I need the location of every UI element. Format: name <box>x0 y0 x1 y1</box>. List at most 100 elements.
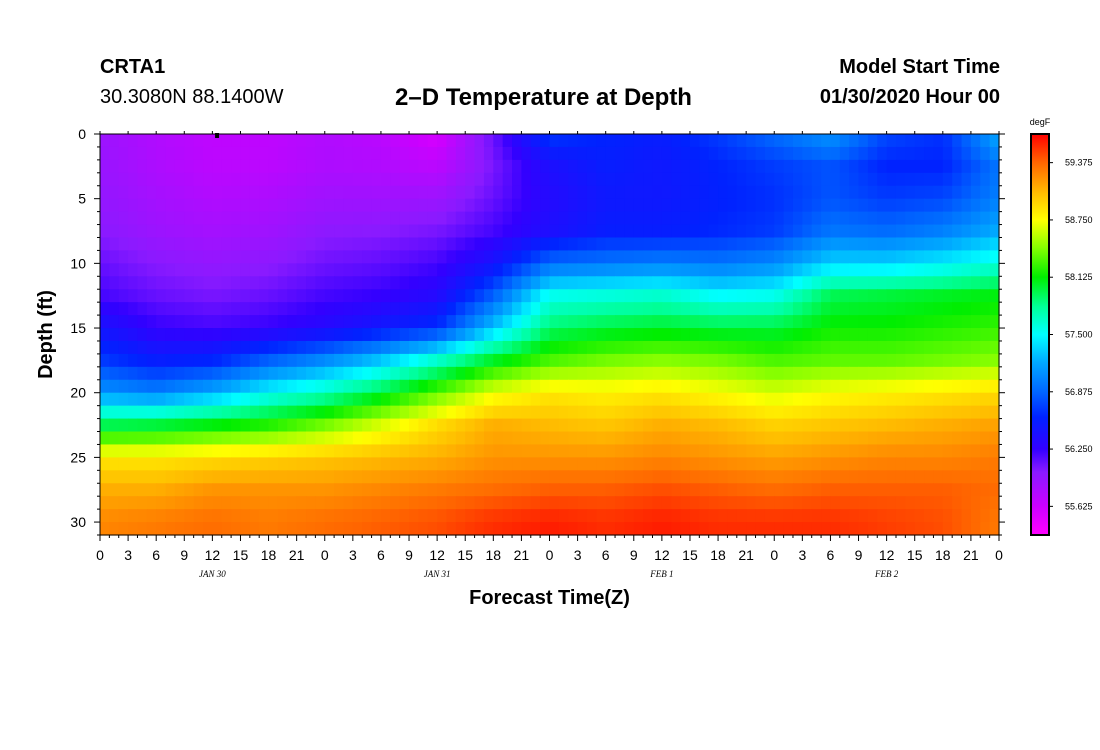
heatmap-cell <box>933 418 944 433</box>
heatmap-cell <box>212 198 223 213</box>
heatmap-cell <box>895 289 906 303</box>
heatmap-cell <box>886 340 897 355</box>
heatmap-cell <box>530 250 541 264</box>
heatmap-cell <box>895 302 906 316</box>
heatmap-cell <box>970 340 981 355</box>
heatmap-cell <box>156 302 167 316</box>
heatmap-cell <box>512 470 522 484</box>
heatmap-cell <box>764 379 775 394</box>
heatmap-cell <box>446 224 457 239</box>
heatmap-cell <box>259 302 270 316</box>
heatmap-cell <box>821 470 832 484</box>
heatmap-cell <box>474 159 485 174</box>
heatmap-cell <box>830 496 841 510</box>
heatmap-cell <box>989 509 1000 523</box>
heatmap-cell <box>633 198 644 213</box>
heatmap-cell <box>306 315 316 329</box>
heatmap-cell <box>249 392 260 407</box>
heatmap-cell <box>240 431 251 446</box>
heatmap-cell <box>970 509 981 523</box>
heatmap-cell <box>362 302 373 316</box>
heatmap-cell <box>128 276 139 290</box>
heatmap-cell <box>324 496 335 510</box>
heatmap-cell <box>736 392 747 407</box>
heatmap-cell <box>221 366 232 381</box>
heatmap-cell <box>792 237 803 252</box>
heatmap-cell <box>811 444 822 458</box>
heatmap-cell <box>802 418 813 433</box>
heatmap-cell <box>746 198 757 213</box>
heatmap-cell <box>306 366 316 381</box>
heatmap-cell <box>315 328 326 342</box>
heatmap-cell <box>802 328 813 342</box>
heatmap-cell <box>774 418 785 433</box>
heatmap-cell <box>624 198 635 213</box>
heatmap-cell <box>586 483 597 497</box>
heatmap-cell <box>128 146 139 161</box>
heatmap-cell <box>521 405 532 420</box>
heatmap-cell <box>942 379 953 394</box>
heatmap-cell <box>689 483 700 497</box>
heatmap-cell <box>362 366 373 381</box>
heatmap-cell <box>633 172 644 187</box>
heatmap-cell <box>315 250 326 264</box>
heatmap-cell <box>437 379 448 394</box>
heatmap-cell <box>849 496 860 510</box>
heatmap-cell <box>830 340 841 355</box>
heatmap-cell <box>961 263 972 277</box>
heatmap-cell <box>933 509 944 523</box>
heatmap-cell <box>287 328 298 342</box>
heatmap-cell <box>399 198 410 213</box>
heatmap-cell <box>128 198 139 213</box>
heatmap-cell <box>624 146 635 161</box>
heatmap-cell <box>100 470 110 484</box>
heatmap-cell <box>586 509 597 523</box>
heatmap-cell <box>689 263 700 277</box>
heatmap-cell <box>877 379 888 394</box>
heatmap-cell <box>165 483 176 497</box>
heatmap-cell <box>624 483 635 497</box>
heatmap-cell <box>343 315 354 329</box>
heatmap-cell <box>615 224 626 239</box>
heatmap-cell <box>624 444 635 458</box>
heatmap-cell <box>774 366 785 381</box>
heatmap-cell <box>952 250 963 264</box>
heatmap-cell <box>839 457 850 471</box>
heatmap-cell <box>933 328 944 342</box>
heatmap-cell <box>811 509 822 523</box>
heatmap-cell <box>849 263 860 277</box>
heatmap-cell <box>849 172 860 187</box>
heatmap-cell <box>212 302 223 316</box>
heatmap-cell <box>474 185 485 200</box>
heatmap-cell <box>502 392 513 407</box>
heatmap-cell <box>315 431 326 446</box>
heatmap-cell <box>895 263 906 277</box>
heatmap-cell <box>905 340 916 355</box>
heatmap-cell <box>914 159 925 174</box>
heatmap-cell <box>371 483 382 497</box>
heatmap-cell <box>549 431 560 446</box>
heatmap-cell <box>586 237 597 252</box>
heatmap-cell <box>970 470 981 484</box>
heatmap-cell <box>708 483 719 497</box>
heatmap-cell <box>558 172 569 187</box>
heatmap-cell <box>324 431 335 446</box>
date-label: JAN 30 <box>199 569 226 579</box>
heatmap-cell <box>699 211 710 226</box>
heatmap-cell <box>980 457 991 471</box>
heatmap-cell <box>334 172 345 187</box>
heatmap-cell <box>380 366 391 381</box>
heatmap-cell <box>764 263 775 277</box>
heatmap-cell <box>221 185 232 200</box>
heatmap-cell <box>970 379 981 394</box>
heatmap-cell <box>755 509 766 523</box>
heatmap-cell <box>390 392 401 407</box>
heatmap-cell <box>774 457 785 471</box>
heatmap-cell <box>268 379 279 394</box>
heatmap-cell <box>633 431 644 446</box>
heatmap-cell <box>802 522 813 536</box>
heatmap-cell <box>493 444 504 458</box>
heatmap-cell <box>287 392 298 407</box>
heatmap-cell <box>315 340 326 355</box>
heatmap-cell <box>970 405 981 420</box>
